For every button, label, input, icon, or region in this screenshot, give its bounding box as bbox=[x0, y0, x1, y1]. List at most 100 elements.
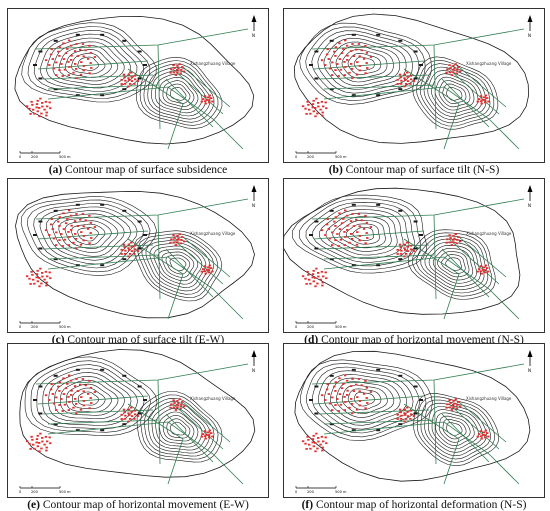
building bbox=[170, 238, 173, 241]
village-label: Xishangzhuang Village bbox=[190, 231, 236, 236]
contour-value-mark bbox=[329, 88, 334, 91]
building bbox=[351, 412, 354, 415]
building bbox=[68, 374, 71, 377]
scale-bar: 0 200 500 m bbox=[19, 486, 71, 494]
scale-bar: 0 200 500 m bbox=[295, 486, 347, 494]
building bbox=[81, 213, 85, 215]
building bbox=[399, 252, 403, 255]
building bbox=[478, 98, 481, 100]
caption-b: (b) Contour map of surface tilt (N-S) bbox=[283, 164, 545, 176]
building bbox=[200, 435, 203, 438]
building bbox=[360, 219, 363, 222]
contour-line bbox=[427, 406, 483, 453]
building bbox=[176, 65, 179, 67]
building bbox=[326, 48, 329, 51]
contour-value-mark bbox=[314, 77, 319, 80]
building bbox=[36, 110, 39, 113]
building bbox=[88, 214, 91, 217]
building bbox=[406, 241, 409, 244]
village-buildings bbox=[301, 209, 490, 288]
building bbox=[30, 100, 33, 103]
building bbox=[49, 53, 53, 56]
contour-value-mark bbox=[376, 203, 381, 206]
building bbox=[207, 434, 211, 436]
building bbox=[304, 277, 307, 280]
building bbox=[331, 244, 334, 246]
scale-tick-label: 0 bbox=[19, 325, 22, 329]
building bbox=[322, 440, 325, 443]
building bbox=[66, 48, 69, 50]
contour-line bbox=[170, 421, 187, 436]
building bbox=[403, 243, 406, 246]
contour-value-mark bbox=[309, 64, 313, 66]
building bbox=[41, 440, 44, 443]
building bbox=[169, 406, 172, 409]
building bbox=[412, 415, 416, 417]
building bbox=[306, 100, 309, 103]
contour-line bbox=[60, 379, 119, 416]
building bbox=[355, 218, 358, 221]
building bbox=[409, 78, 413, 81]
building bbox=[55, 409, 58, 411]
building bbox=[120, 248, 123, 251]
north-arrow-icon: N bbox=[251, 185, 257, 208]
contour-value-mark bbox=[398, 258, 403, 261]
building bbox=[58, 390, 61, 392]
building bbox=[312, 110, 315, 113]
building bbox=[312, 99, 315, 102]
contour-line bbox=[166, 418, 191, 439]
roadway-line bbox=[47, 256, 244, 320]
building bbox=[338, 58, 342, 60]
contour-value-mark bbox=[53, 258, 58, 261]
building bbox=[28, 277, 31, 280]
building bbox=[130, 241, 133, 244]
building bbox=[364, 72, 367, 75]
building bbox=[124, 249, 127, 252]
contour-value-mark bbox=[33, 64, 37, 66]
building bbox=[46, 275, 49, 278]
building bbox=[357, 378, 361, 380]
building bbox=[409, 244, 413, 247]
building bbox=[399, 82, 403, 85]
building bbox=[44, 435, 48, 438]
building bbox=[33, 282, 36, 285]
building bbox=[351, 247, 354, 250]
building bbox=[406, 406, 409, 409]
scale-bar: 0 200 500 m bbox=[295, 151, 347, 159]
building bbox=[349, 50, 353, 52]
building bbox=[49, 223, 53, 226]
contour-value-mark bbox=[413, 412, 418, 415]
building bbox=[48, 234, 51, 236]
contour-value-mark bbox=[143, 234, 147, 236]
building bbox=[49, 107, 52, 110]
scale-tick-label: 200 bbox=[31, 325, 39, 329]
building bbox=[454, 233, 457, 235]
building bbox=[169, 241, 172, 244]
building bbox=[127, 85, 130, 88]
scale-tick-label: 200 bbox=[307, 490, 315, 494]
building bbox=[49, 442, 52, 445]
building bbox=[202, 98, 205, 100]
contour-line bbox=[149, 242, 207, 288]
building bbox=[316, 112, 319, 115]
building bbox=[127, 408, 130, 411]
building bbox=[62, 212, 65, 215]
contour-value-mark bbox=[398, 374, 403, 377]
contour-value-mark bbox=[314, 385, 319, 388]
building bbox=[351, 378, 354, 380]
building bbox=[182, 405, 186, 408]
building bbox=[82, 55, 85, 58]
building bbox=[457, 401, 460, 403]
building bbox=[326, 383, 329, 386]
building bbox=[482, 269, 485, 271]
building bbox=[333, 385, 336, 388]
building bbox=[79, 73, 83, 76]
building bbox=[314, 107, 317, 109]
building bbox=[317, 275, 320, 278]
building bbox=[200, 270, 203, 273]
building bbox=[311, 106, 314, 109]
building bbox=[128, 253, 132, 255]
building bbox=[122, 243, 126, 246]
contour-line bbox=[137, 233, 219, 298]
building bbox=[403, 420, 406, 423]
